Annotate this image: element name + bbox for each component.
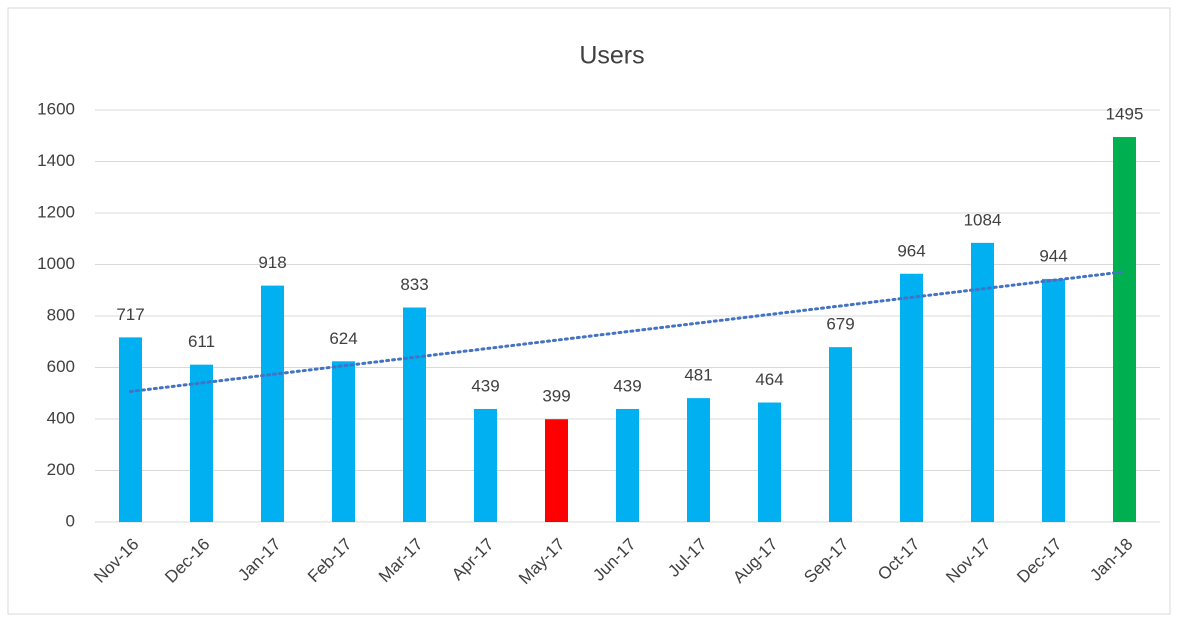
y-tick-label: 1400 (37, 151, 75, 170)
data-label: 1084 (964, 210, 1002, 229)
data-label: 964 (897, 241, 925, 260)
bar (332, 361, 355, 522)
data-label: 918 (258, 253, 286, 272)
bar (687, 398, 710, 522)
y-tick-label: 1200 (37, 202, 75, 221)
y-tick-label: 800 (47, 305, 75, 324)
data-label: 481 (684, 366, 712, 385)
bar (900, 273, 923, 522)
bar (403, 307, 426, 522)
data-label: 679 (826, 315, 854, 334)
bar (474, 408, 497, 522)
bar (190, 364, 213, 522)
chart-border (7, 7, 1171, 615)
y-tick-label: 600 (47, 357, 75, 376)
data-label: 611 (188, 332, 215, 351)
bar (1042, 278, 1065, 522)
data-label: 717 (116, 305, 144, 324)
data-label: 439 (613, 376, 641, 395)
data-label: 464 (755, 370, 783, 389)
data-label: 944 (1039, 246, 1067, 265)
bar (829, 347, 852, 522)
chart-title: Users (579, 42, 644, 70)
y-tick-label: 0 (66, 511, 75, 530)
data-label: 624 (329, 329, 357, 348)
y-tick-label: 1600 (37, 99, 75, 118)
bar (545, 419, 568, 522)
data-label: 1495 (1106, 105, 1144, 124)
bar (616, 408, 639, 522)
data-label: 439 (471, 376, 499, 395)
data-label: 833 (400, 275, 428, 294)
bar (1113, 137, 1136, 522)
y-tick-label: 1000 (37, 254, 75, 273)
bar (758, 402, 781, 522)
y-tick-label: 400 (47, 408, 75, 427)
trendline (129, 270, 1126, 393)
y-tick-label: 200 (47, 460, 75, 479)
data-label: 399 (542, 387, 570, 406)
bar (971, 242, 994, 522)
bar (261, 285, 284, 522)
bar (119, 337, 142, 522)
